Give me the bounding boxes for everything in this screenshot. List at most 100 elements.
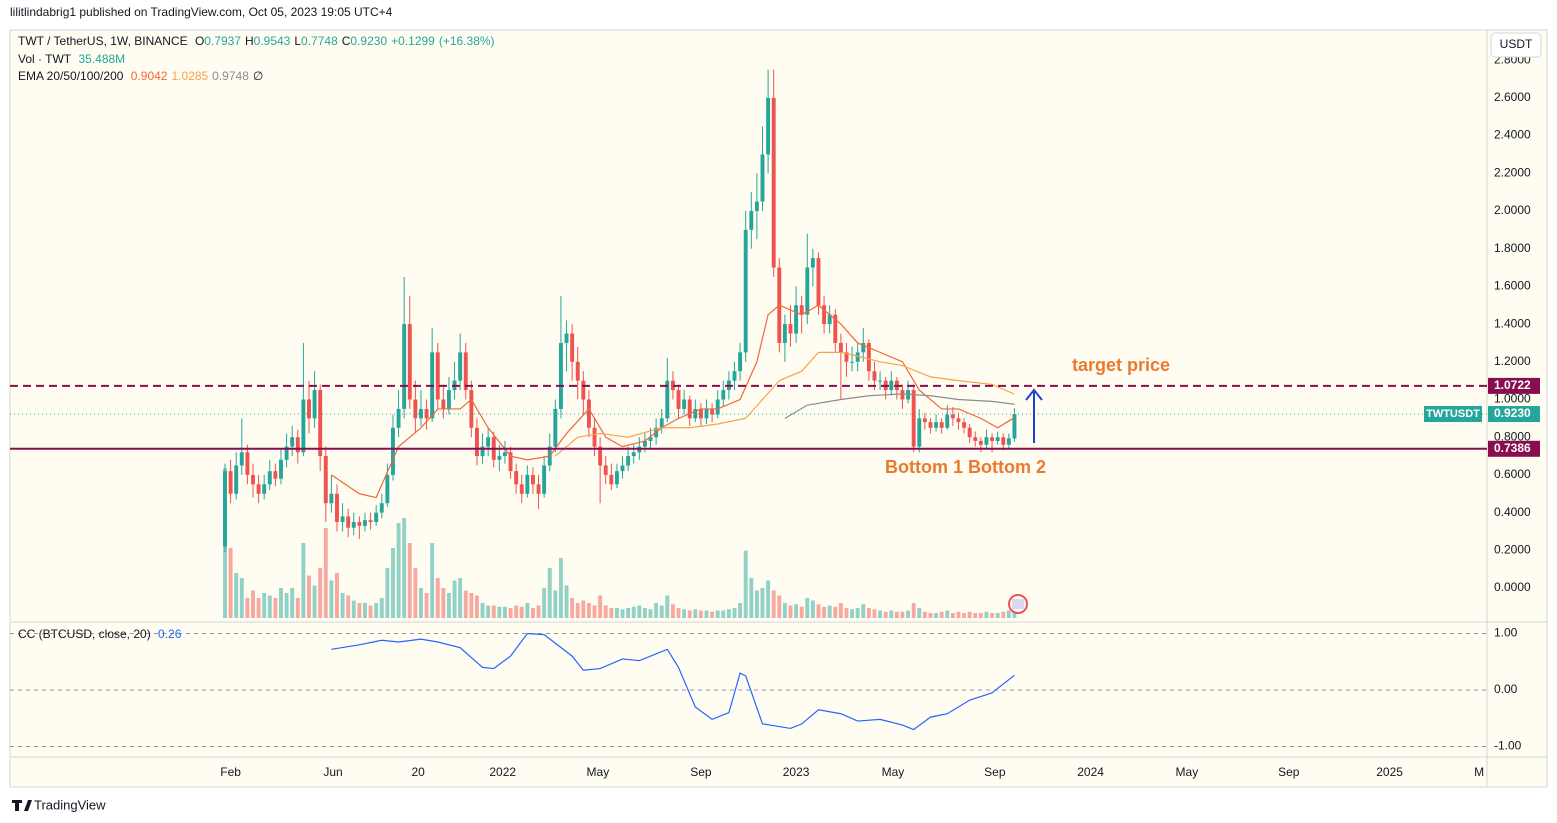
x-tick-label: May <box>882 765 905 779</box>
y-tick-label: 2.0000 <box>1494 203 1531 217</box>
volume-bar <box>861 604 866 618</box>
candle-body <box>323 456 328 504</box>
candle-body <box>592 427 597 447</box>
volume-bar <box>670 604 675 618</box>
volume-bar <box>738 603 743 618</box>
candle-body <box>407 324 412 400</box>
candle-body <box>525 474 530 494</box>
volume-bar <box>665 595 670 618</box>
volume-bar <box>446 593 451 618</box>
volume-bar <box>435 578 440 618</box>
volume-bar <box>799 606 804 618</box>
ohlc-key: L <box>294 34 302 48</box>
volume-bar <box>844 608 849 618</box>
currency-button[interactable] <box>1490 32 1542 58</box>
x-tick-label: 2023 <box>783 765 810 779</box>
volume-bar <box>732 608 737 618</box>
level-label: 0.7386 <box>1494 441 1531 455</box>
cc-tick-label: 0.00 <box>1494 682 1518 696</box>
candle-body <box>530 474 535 485</box>
volume-bar <box>922 611 927 618</box>
candle-body <box>536 484 541 494</box>
candle-body <box>419 408 423 419</box>
logo <box>12 800 32 811</box>
volume-bar <box>1012 609 1017 618</box>
volume-bar <box>900 611 905 618</box>
volume-bar <box>262 593 267 618</box>
volume-bar <box>463 590 468 618</box>
symbol: TWT / TetherUS, 1W, BINANCE <box>18 34 188 48</box>
cc-tick-label: 1.00 <box>1494 626 1518 640</box>
volume-bar <box>928 613 933 618</box>
volume-bar <box>441 588 446 618</box>
volume-bar <box>357 603 362 618</box>
candle-body <box>788 324 793 334</box>
volume-bar <box>609 608 614 618</box>
legend-volume: Vol · TWT 35.488M <box>18 52 129 66</box>
candle-body <box>441 399 446 409</box>
candle-body <box>833 314 838 343</box>
volume-bar <box>872 609 877 618</box>
candle-body <box>659 418 664 428</box>
volume-bar <box>710 611 715 618</box>
y-tick-label: 0.6000 <box>1494 467 1531 481</box>
candle-body <box>934 422 939 428</box>
y-tick-label: 0.4000 <box>1494 505 1531 519</box>
volume-bar <box>592 605 597 618</box>
volume-bar <box>794 604 799 618</box>
currency[interactable]: USDT <box>1500 37 1533 51</box>
candle-body <box>878 380 883 382</box>
candle-body <box>794 305 799 334</box>
candle-body <box>721 390 726 400</box>
volume-bar <box>698 610 703 618</box>
candle-body <box>312 390 317 419</box>
candle-body <box>749 210 754 230</box>
candle-body <box>279 459 283 479</box>
candle-body <box>626 456 631 466</box>
candle-body <box>402 324 407 409</box>
volume-bar <box>626 608 631 618</box>
footer: TradingView <box>34 797 106 812</box>
legend-ema: EMA 20/50/100/200 0.9042 1.0285 0.9748 ∅ <box>18 69 267 83</box>
volume-bar <box>514 605 519 618</box>
last-price-box <box>1488 406 1540 423</box>
cc-line <box>331 632 1015 731</box>
volume-bar <box>827 605 832 618</box>
ohlc-value: 0.9230 <box>350 34 388 48</box>
volume-bar <box>474 595 479 618</box>
candle-body <box>1012 414 1017 439</box>
volume-bar <box>586 603 591 618</box>
volume-bar <box>564 585 569 618</box>
candle-body <box>497 456 502 460</box>
candle-body <box>670 380 675 391</box>
volume-bar <box>458 578 463 618</box>
volume-bar <box>934 613 939 618</box>
candle-body <box>514 471 519 485</box>
candle-body <box>754 201 759 211</box>
volume-bar <box>318 568 323 618</box>
volume-bar <box>536 605 541 618</box>
candle-body <box>391 427 395 475</box>
volume-bar <box>497 606 502 618</box>
volume-bar <box>553 590 558 618</box>
y-tick-label: 1.2000 <box>1494 354 1531 368</box>
legend-main: TWT / TetherUS, 1W, BINANCE O0.7937 H0.95… <box>18 34 503 48</box>
y-tick-label: 0.8000 <box>1494 429 1531 443</box>
annotation: target price <box>1072 355 1170 375</box>
candle-body <box>469 390 474 428</box>
candle-body <box>614 471 619 485</box>
volume-bar <box>346 595 351 618</box>
candle-body <box>967 427 972 438</box>
candle-body <box>262 484 267 494</box>
ema-value: 0.9748 <box>212 69 249 83</box>
y-tick-label: 0.0000 <box>1494 580 1531 594</box>
level-box <box>1488 377 1540 394</box>
candle-body <box>642 440 647 447</box>
y-tick-label: 1.0000 <box>1494 392 1531 406</box>
volume-bar <box>251 590 255 618</box>
volume-bar <box>402 518 407 618</box>
y-tick-label: 1.4000 <box>1494 316 1531 330</box>
level-label: 1.0722 <box>1494 378 1531 392</box>
y-tick-label: 1.6000 <box>1494 279 1531 293</box>
